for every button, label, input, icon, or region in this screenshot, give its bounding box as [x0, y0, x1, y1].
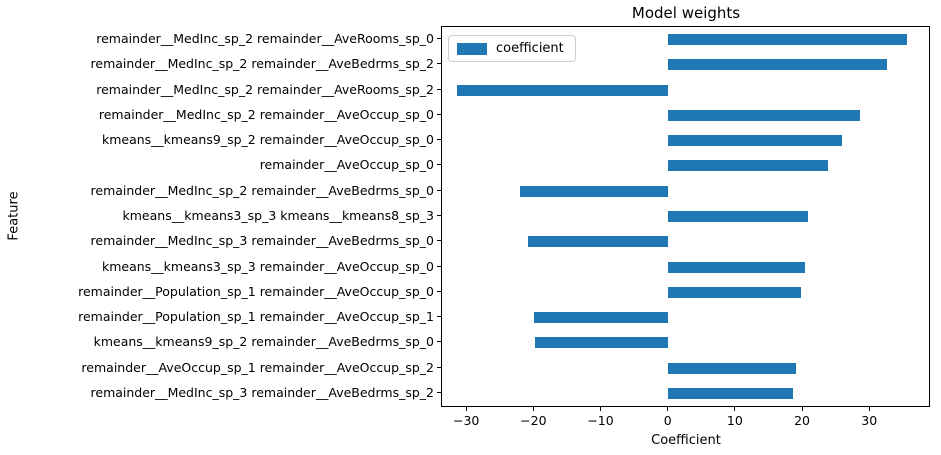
y-tick-mark — [437, 113, 441, 115]
y-tick-mark — [437, 240, 441, 242]
y-tick-label: remainder__AveOccup_sp_0 — [259, 157, 434, 173]
bar — [667, 211, 809, 222]
legend-swatch-icon — [457, 42, 487, 55]
x-tick-mark — [667, 407, 669, 411]
x-tick-label: −10 — [587, 413, 614, 428]
bar — [667, 286, 802, 298]
y-tick-row: remainder__MedInc_sp_3 remainder__AveBed… — [91, 228, 441, 253]
x-tick-mark — [734, 407, 736, 411]
y-tick-row: kmeans__kmeans9_sp_2 remainder__AveBedrm… — [94, 329, 441, 354]
bar — [667, 261, 806, 273]
y-tick-label: kmeans__kmeans9_sp_2 remainder__AveOccup… — [101, 132, 434, 148]
y-axis-tick-labels: remainder__MedInc_sp_2 remainder__AveRoo… — [0, 26, 441, 407]
y-tick-row: remainder__AveOccup_sp_1 remainder__AveO… — [81, 354, 441, 379]
x-tick-mark — [532, 407, 534, 411]
y-tick-mark — [437, 164, 441, 166]
y-tick-label: remainder__MedInc_sp_3 remainder__AveBed… — [90, 233, 434, 249]
y-tick-mark — [437, 38, 441, 40]
bar — [457, 84, 668, 96]
y-tick-mark — [437, 63, 441, 65]
x-tick-mark — [801, 407, 803, 411]
y-tick-mark — [437, 88, 441, 90]
x-tick-label: −30 — [452, 413, 480, 428]
bar — [667, 59, 887, 71]
y-tick-mark — [437, 341, 441, 343]
bar — [519, 185, 668, 197]
bar — [667, 109, 860, 121]
bar — [667, 362, 796, 374]
y-tick-row: remainder__Population_sp_1 remainder__Av… — [78, 304, 441, 329]
bar — [667, 387, 794, 399]
y-tick-row: remainder__MedInc_sp_3 remainder__AveBed… — [91, 380, 441, 405]
y-tick-label: remainder__MedInc_sp_2 remainder__AveRoo… — [96, 31, 434, 47]
y-tick-row: remainder__MedInc_sp_2 remainder__AveBed… — [91, 51, 441, 76]
y-tick-row: remainder__AveOccup_sp_0 — [260, 152, 441, 177]
bar — [667, 160, 829, 172]
plot-area: coefficient — [441, 26, 930, 407]
x-tick-label: 30 — [861, 413, 878, 428]
legend-label: coefficient — [496, 41, 564, 56]
y-tick-label: remainder__Population_sp_1 remainder__Av… — [78, 309, 434, 325]
x-tick-mark — [600, 407, 602, 411]
legend: coefficient — [448, 35, 576, 62]
y-tick-mark — [437, 366, 441, 368]
y-tick-mark — [437, 391, 441, 393]
bar — [667, 34, 907, 46]
x-tick-label: 0 — [663, 413, 672, 428]
y-tick-mark — [437, 265, 441, 267]
y-tick-row: kmeans__kmeans3_sp_3 remainder__AveOccup… — [102, 253, 441, 278]
bar — [527, 236, 668, 248]
y-tick-mark — [437, 290, 441, 292]
x-tick-mark — [868, 407, 870, 411]
y-tick-row: remainder__MedInc_sp_2 remainder__AveRoo… — [96, 26, 441, 51]
bar — [534, 312, 668, 324]
y-tick-mark — [437, 139, 441, 141]
x-tick-label: 10 — [726, 413, 743, 428]
y-tick-mark — [437, 214, 441, 216]
y-tick-label: remainder__MedInc_sp_2 remainder__AveBed… — [90, 56, 434, 72]
y-tick-label: remainder__AveOccup_sp_1 remainder__AveO… — [81, 359, 434, 375]
y-tick-row: remainder__Population_sp_1 remainder__Av… — [78, 279, 441, 304]
x-tick-mark — [465, 407, 467, 411]
y-tick-label: kmeans__kmeans9_sp_2 remainder__AveBedrm… — [93, 334, 434, 350]
bar — [667, 135, 843, 147]
y-tick-label: remainder__MedInc_sp_2 remainder__AveBed… — [90, 182, 434, 198]
y-tick-mark — [437, 189, 441, 191]
y-tick-row: remainder__MedInc_sp_2 remainder__AveBed… — [91, 178, 441, 203]
y-tick-label: kmeans__kmeans3_sp_3 kmeans__kmeans8_sp_… — [122, 207, 434, 223]
y-tick-mark — [437, 316, 441, 318]
y-tick-label: remainder__Population_sp_1 remainder__Av… — [78, 283, 434, 299]
y-tick-label: remainder__MedInc_sp_2 remainder__AveOcc… — [98, 106, 434, 122]
chart-title: Model weights — [631, 4, 741, 22]
bar — [534, 337, 668, 349]
y-tick-row: remainder__MedInc_sp_2 remainder__AveRoo… — [96, 77, 441, 102]
y-tick-row: kmeans__kmeans3_sp_3 kmeans__kmeans8_sp_… — [123, 203, 441, 228]
y-tick-row: kmeans__kmeans9_sp_2 remainder__AveOccup… — [102, 127, 441, 152]
x-axis-label: Coefficient — [651, 433, 721, 448]
y-tick-label: remainder__MedInc_sp_2 remainder__AveRoo… — [96, 81, 434, 97]
x-tick-label: 20 — [794, 413, 810, 428]
y-tick-label: remainder__MedInc_sp_3 remainder__AveBed… — [90, 384, 434, 400]
x-tick-label: −20 — [520, 413, 547, 428]
y-tick-label: kmeans__kmeans3_sp_3 remainder__AveOccup… — [101, 258, 434, 274]
y-tick-row: remainder__MedInc_sp_2 remainder__AveOcc… — [99, 102, 441, 127]
